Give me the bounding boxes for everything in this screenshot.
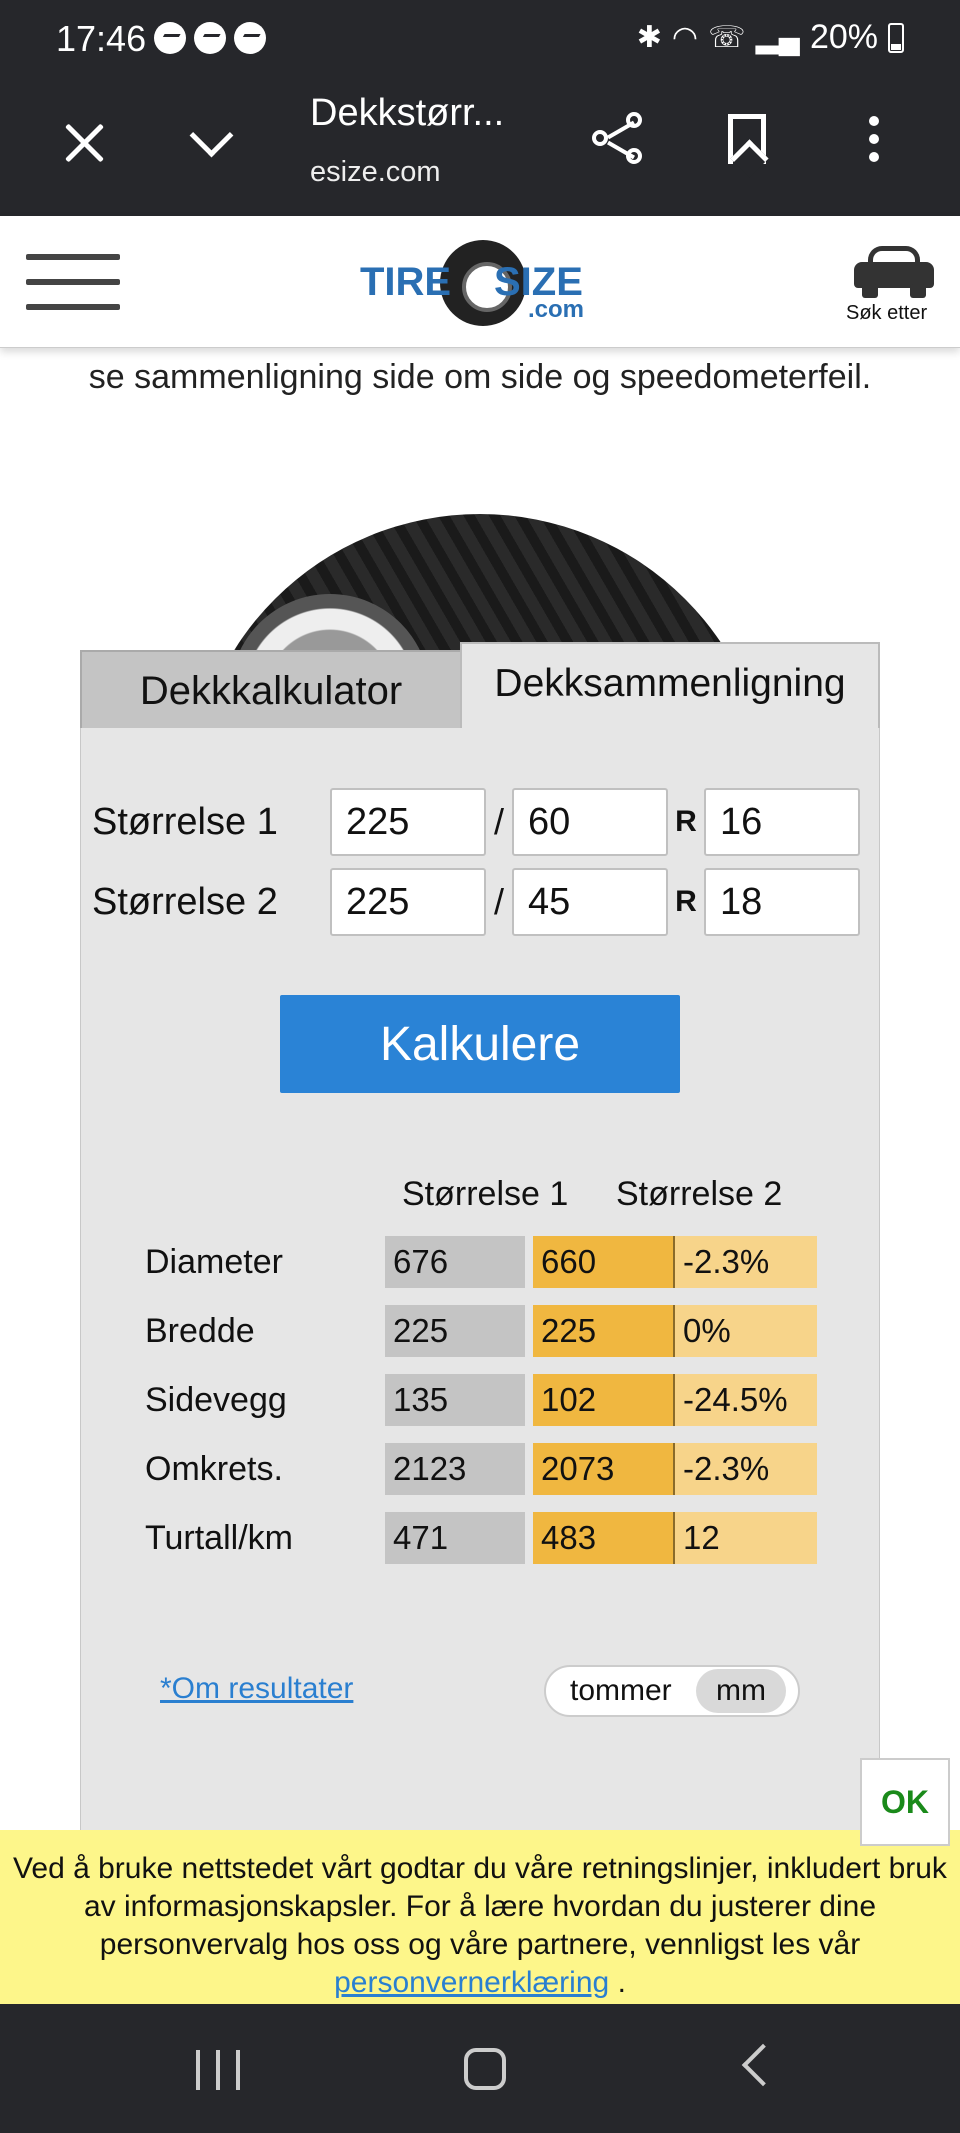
result-row: Diameter 676 660 -2.3% [145,1236,817,1288]
site-logo[interactable]: TIRE SIZE .com [358,238,602,328]
size-1-width-input[interactable]: 225 [330,788,486,856]
notification-icons [154,22,266,54]
site-header: TIRE SIZE .com Søk etter [0,216,960,348]
result-value-size-1: 676 [385,1236,525,1288]
chevron-down-icon[interactable] [188,120,238,160]
status-time: 17:46 [56,18,147,59]
wifi-calling-icon: ☏ [708,21,746,54]
result-row: Bredde 225 225 0% [145,1305,817,1357]
result-difference: 12 [675,1512,817,1564]
tab-tire-comparison[interactable]: Dekksammenligning [460,642,880,728]
result-row: Omkrets. 2123 2073 -2.3% [145,1443,817,1495]
size-1-aspect-input[interactable]: 60 [512,788,668,856]
result-name: Omkrets. [145,1449,283,1488]
unit-option-inches[interactable]: tommer [570,1674,672,1707]
signal-icon: ▂▄ [755,21,800,54]
result-row: Sidevegg 135 102 -24.5% [145,1374,817,1426]
result-value-size-2: 102 [533,1374,675,1426]
result-value-size-1: 135 [385,1374,525,1426]
result-header-size-2: Størrelse 2 [616,1175,783,1213]
unit-option-mm[interactable]: mm [696,1669,786,1713]
bluetooth-icon: ✱ [636,21,662,54]
messenger-icon [234,22,266,54]
size-2-aspect-input[interactable]: 45 [512,868,668,936]
tire-logo-icon [440,240,526,326]
size-1-rim-input[interactable]: 16 [704,788,860,856]
size-2-rim-input[interactable]: 18 [704,868,860,936]
status-bar: 17:46 ✱ ◠ ☏ ▂▄ 20% [0,0,960,82]
search-label[interactable]: Søk etter [846,302,928,324]
calculate-button[interactable]: Kalkulere [280,995,680,1093]
result-value-size-2: 2073 [533,1443,675,1495]
battery-percent: 20% [809,18,878,56]
result-row: Turtall/km 471 483 12 [145,1512,817,1564]
rim-marker: R [675,805,697,838]
cookie-ok-button[interactable]: OK [860,1758,950,1846]
size-1-row: Størrelse 1 225 / 60 R 16 [92,788,860,856]
logo-text-size: SIZE [494,260,583,304]
home-icon[interactable] [464,2048,506,2090]
size-2-row: Størrelse 2 225 / 45 R 18 [92,868,860,936]
system-nav-bar [0,2004,960,2133]
result-value-size-2: 225 [533,1305,675,1357]
result-difference: -24.5% [675,1374,817,1426]
page-url[interactable]: esize.com [310,156,441,188]
close-icon[interactable] [58,116,112,170]
menu-icon[interactable] [26,254,120,310]
result-name: Turtall/km [145,1518,293,1557]
rim-marker: R [675,885,697,918]
share-icon[interactable] [592,112,648,168]
result-difference: 0% [675,1305,817,1357]
back-icon[interactable] [741,2043,785,2087]
privacy-policy-link[interactable]: personvernerklæring [334,1966,610,1999]
page-title[interactable]: Dekkstørr... [310,92,505,134]
unit-toggle[interactable]: tommer mm [544,1665,800,1717]
result-header-size-1: Størrelse 1 [402,1175,569,1213]
battery-icon [888,22,904,53]
bookmark-icon[interactable] [728,114,766,164]
result-name: Sidevegg [145,1380,287,1419]
recent-apps-icon[interactable] [196,2050,240,2090]
browser-toolbar: Dekkstørr... esize.com [0,82,960,216]
result-value-size-1: 2123 [385,1443,525,1495]
cookie-banner: Ved å bruke nettstedet vårt godtar du vå… [0,1830,960,2004]
size-2-label: Størrelse 2 [92,880,278,923]
result-difference: -2.3% [675,1236,817,1288]
result-value-size-2: 483 [533,1512,675,1564]
messenger-icon [154,22,186,54]
size-2-width-input[interactable]: 225 [330,868,486,936]
result-value-size-2: 660 [533,1236,675,1288]
logo-text-com: .com [528,296,585,323]
result-name: Bredde [145,1311,255,1350]
cookie-text: Ved å bruke nettstedet vårt godtar du vå… [13,1852,947,1961]
result-value-size-1: 225 [385,1305,525,1357]
size-separator: / [493,881,504,922]
cookie-text-end: . [617,1966,626,1999]
size-separator: / [493,801,504,842]
intro-text: se sammenligning side om side og speedom… [88,358,872,396]
result-value-size-1: 471 [385,1512,525,1564]
status-right: ✱ ◠ ☏ ▂▄ 20% [637,18,904,57]
result-name: Diameter [145,1242,283,1281]
about-results-link[interactable]: *Om resultater [160,1672,354,1705]
car-search-icon[interactable] [852,244,936,300]
size-1-label: Størrelse 1 [92,800,278,843]
logo-text-tire: TIRE [360,260,452,304]
more-options-icon[interactable] [866,116,882,168]
wifi-icon: ◠ [671,21,699,54]
tab-tire-calculator[interactable]: Dekkkalkulator [80,650,462,728]
result-difference: -2.3% [675,1443,817,1495]
cloud-icon [194,22,226,54]
